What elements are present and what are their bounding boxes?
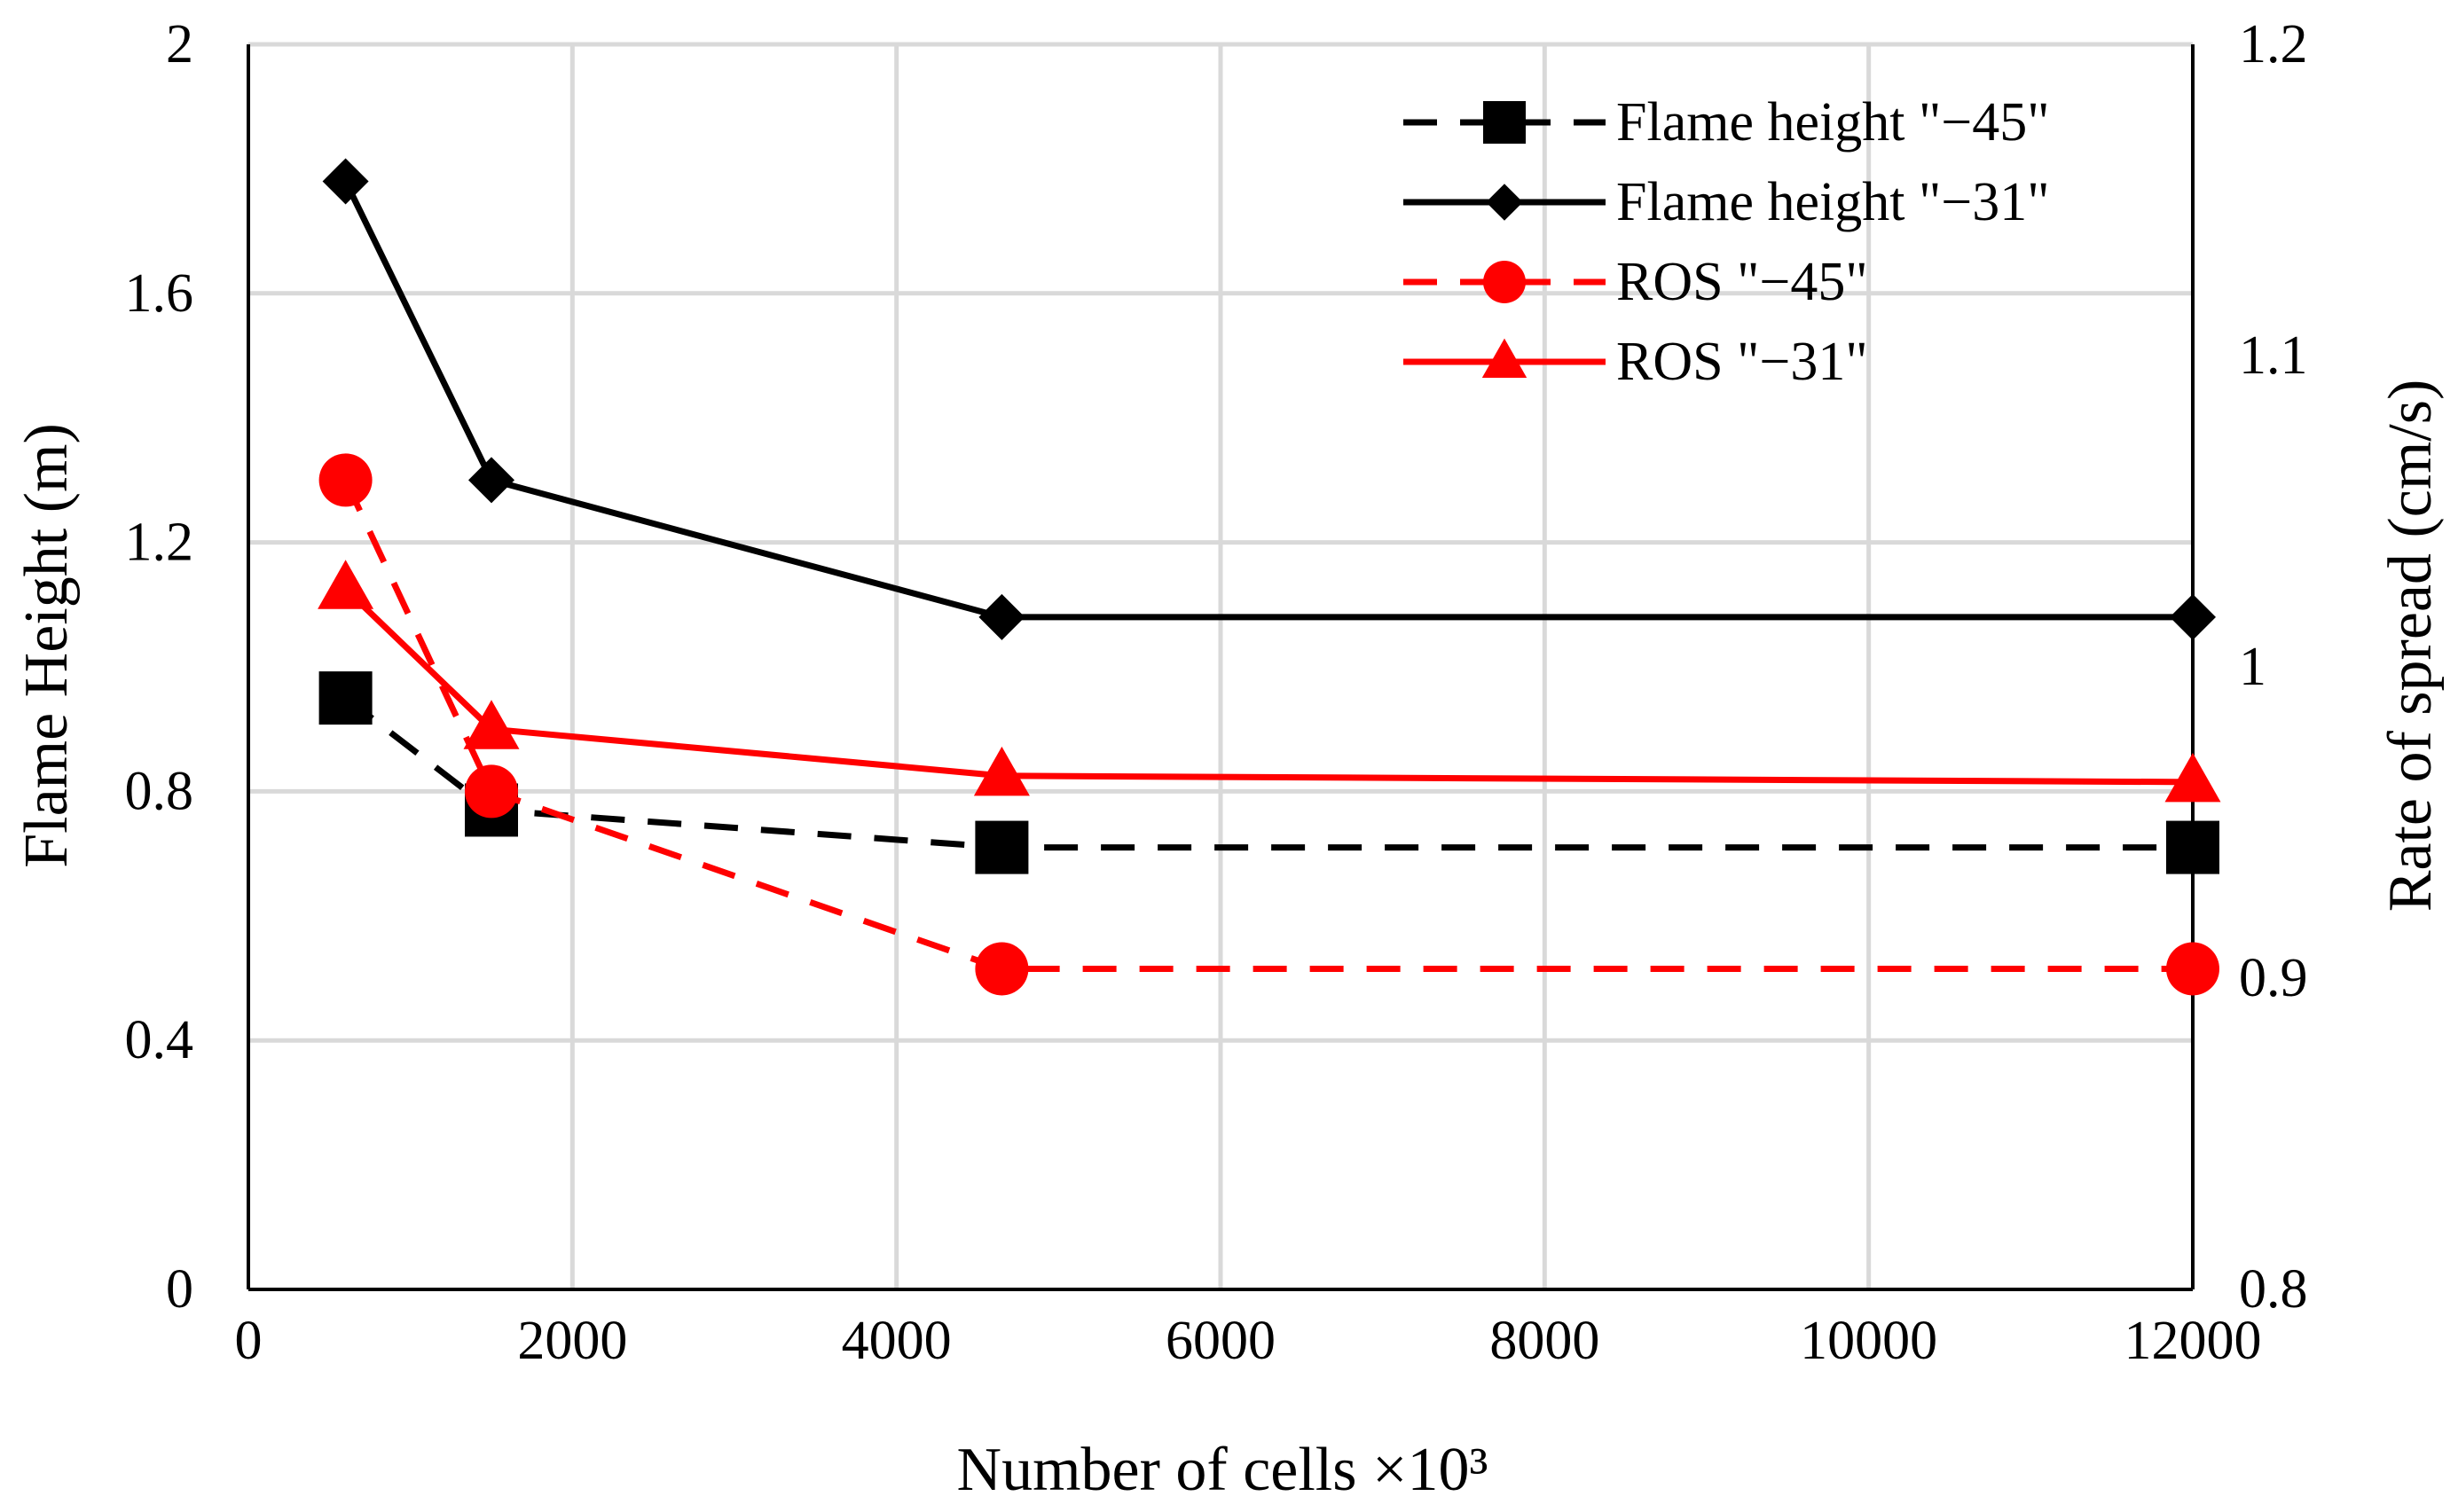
y-right-tick-label: 0.9 — [2239, 948, 2308, 1008]
legend-label: Flame height "−31" — [1616, 172, 2050, 232]
legend-label: ROS "−45" — [1616, 252, 1868, 312]
series-0 — [318, 671, 2219, 874]
legend-entry: Flame height "−31" — [1403, 172, 2050, 232]
data-point-triangle — [318, 560, 374, 609]
y-right-tick-label: 1.1 — [2239, 325, 2308, 386]
data-point-circle — [318, 453, 373, 507]
series-line — [343, 695, 2193, 851]
legend: Flame height "−45" Flame height "−31" ROS … — [1403, 92, 2050, 392]
series-line — [342, 478, 2193, 972]
y-left-tick-label: 0 — [166, 1259, 193, 1320]
y-right-tick-label: 1 — [2239, 637, 2266, 697]
x-tick-label: 6000 — [1166, 1311, 1276, 1371]
data-point-square — [975, 820, 1029, 874]
data-point-diamond — [978, 593, 1025, 640]
y-right-tick-label: 1.2 — [2239, 14, 2308, 74]
legend-marker-circle — [1483, 261, 1526, 303]
axes: 0 2000 4000 6000 8000 10000 12000 0 0.4 0.8 1.2 1.6… — [125, 14, 2308, 1371]
data-point-diamond — [2170, 593, 2216, 640]
data-point-square — [2166, 820, 2219, 874]
data-point-circle — [2166, 942, 2219, 996]
data-point-square — [318, 671, 373, 725]
data-point-diamond — [322, 158, 369, 205]
x-tick-label: 0 — [235, 1311, 263, 1371]
x-tick-label: 2000 — [517, 1311, 627, 1371]
data-series — [318, 158, 2221, 996]
data-point-circle — [465, 764, 518, 819]
legend-entry: ROS "−45" — [1403, 252, 1868, 312]
series-2 — [318, 453, 2219, 996]
legend-entry: ROS "−31" — [1403, 332, 1868, 392]
gridlines — [248, 42, 2193, 1289]
legend-marker-square — [1483, 101, 1526, 144]
data-point-triangle — [973, 746, 1030, 796]
series-line — [343, 586, 2194, 786]
series-3 — [318, 560, 2221, 803]
x-tick-label: 12000 — [2124, 1311, 2262, 1371]
x-tick-label: 4000 — [842, 1311, 952, 1371]
x-tick-label: 10000 — [1800, 1311, 1937, 1371]
y-axis-right-title: Rate of spread (cm/s) — [2376, 380, 2445, 913]
x-tick-label: 8000 — [1489, 1311, 1599, 1371]
data-point-diamond — [468, 457, 514, 504]
y-left-tick-label: 2 — [166, 14, 193, 74]
legend-entry: Flame height "−45" — [1403, 92, 2050, 153]
data-point-triangle — [463, 700, 520, 749]
y-left-tick-label: 1.2 — [125, 513, 194, 573]
data-point-triangle — [2164, 752, 2221, 803]
y-left-tick-label: 1.6 — [125, 263, 194, 324]
y-left-tick-label: 0.4 — [125, 1010, 194, 1070]
legend-label: ROS "−31" — [1616, 332, 1868, 392]
x-axis-title: Number of cells ×10³ — [957, 1436, 1488, 1504]
data-point-circle — [975, 942, 1029, 996]
y-right-tick-label: 0.8 — [2239, 1259, 2308, 1320]
series-1 — [322, 158, 2216, 640]
legend-marker-diamond — [1486, 184, 1523, 221]
legend-label: Flame height "−45" — [1616, 92, 2050, 153]
legend-marker-triangle — [1481, 338, 1527, 378]
y-axis-left-title: Flame Height (m) — [12, 423, 81, 868]
series-line — [342, 179, 2193, 621]
y-left-tick-label: 0.8 — [125, 761, 194, 821]
